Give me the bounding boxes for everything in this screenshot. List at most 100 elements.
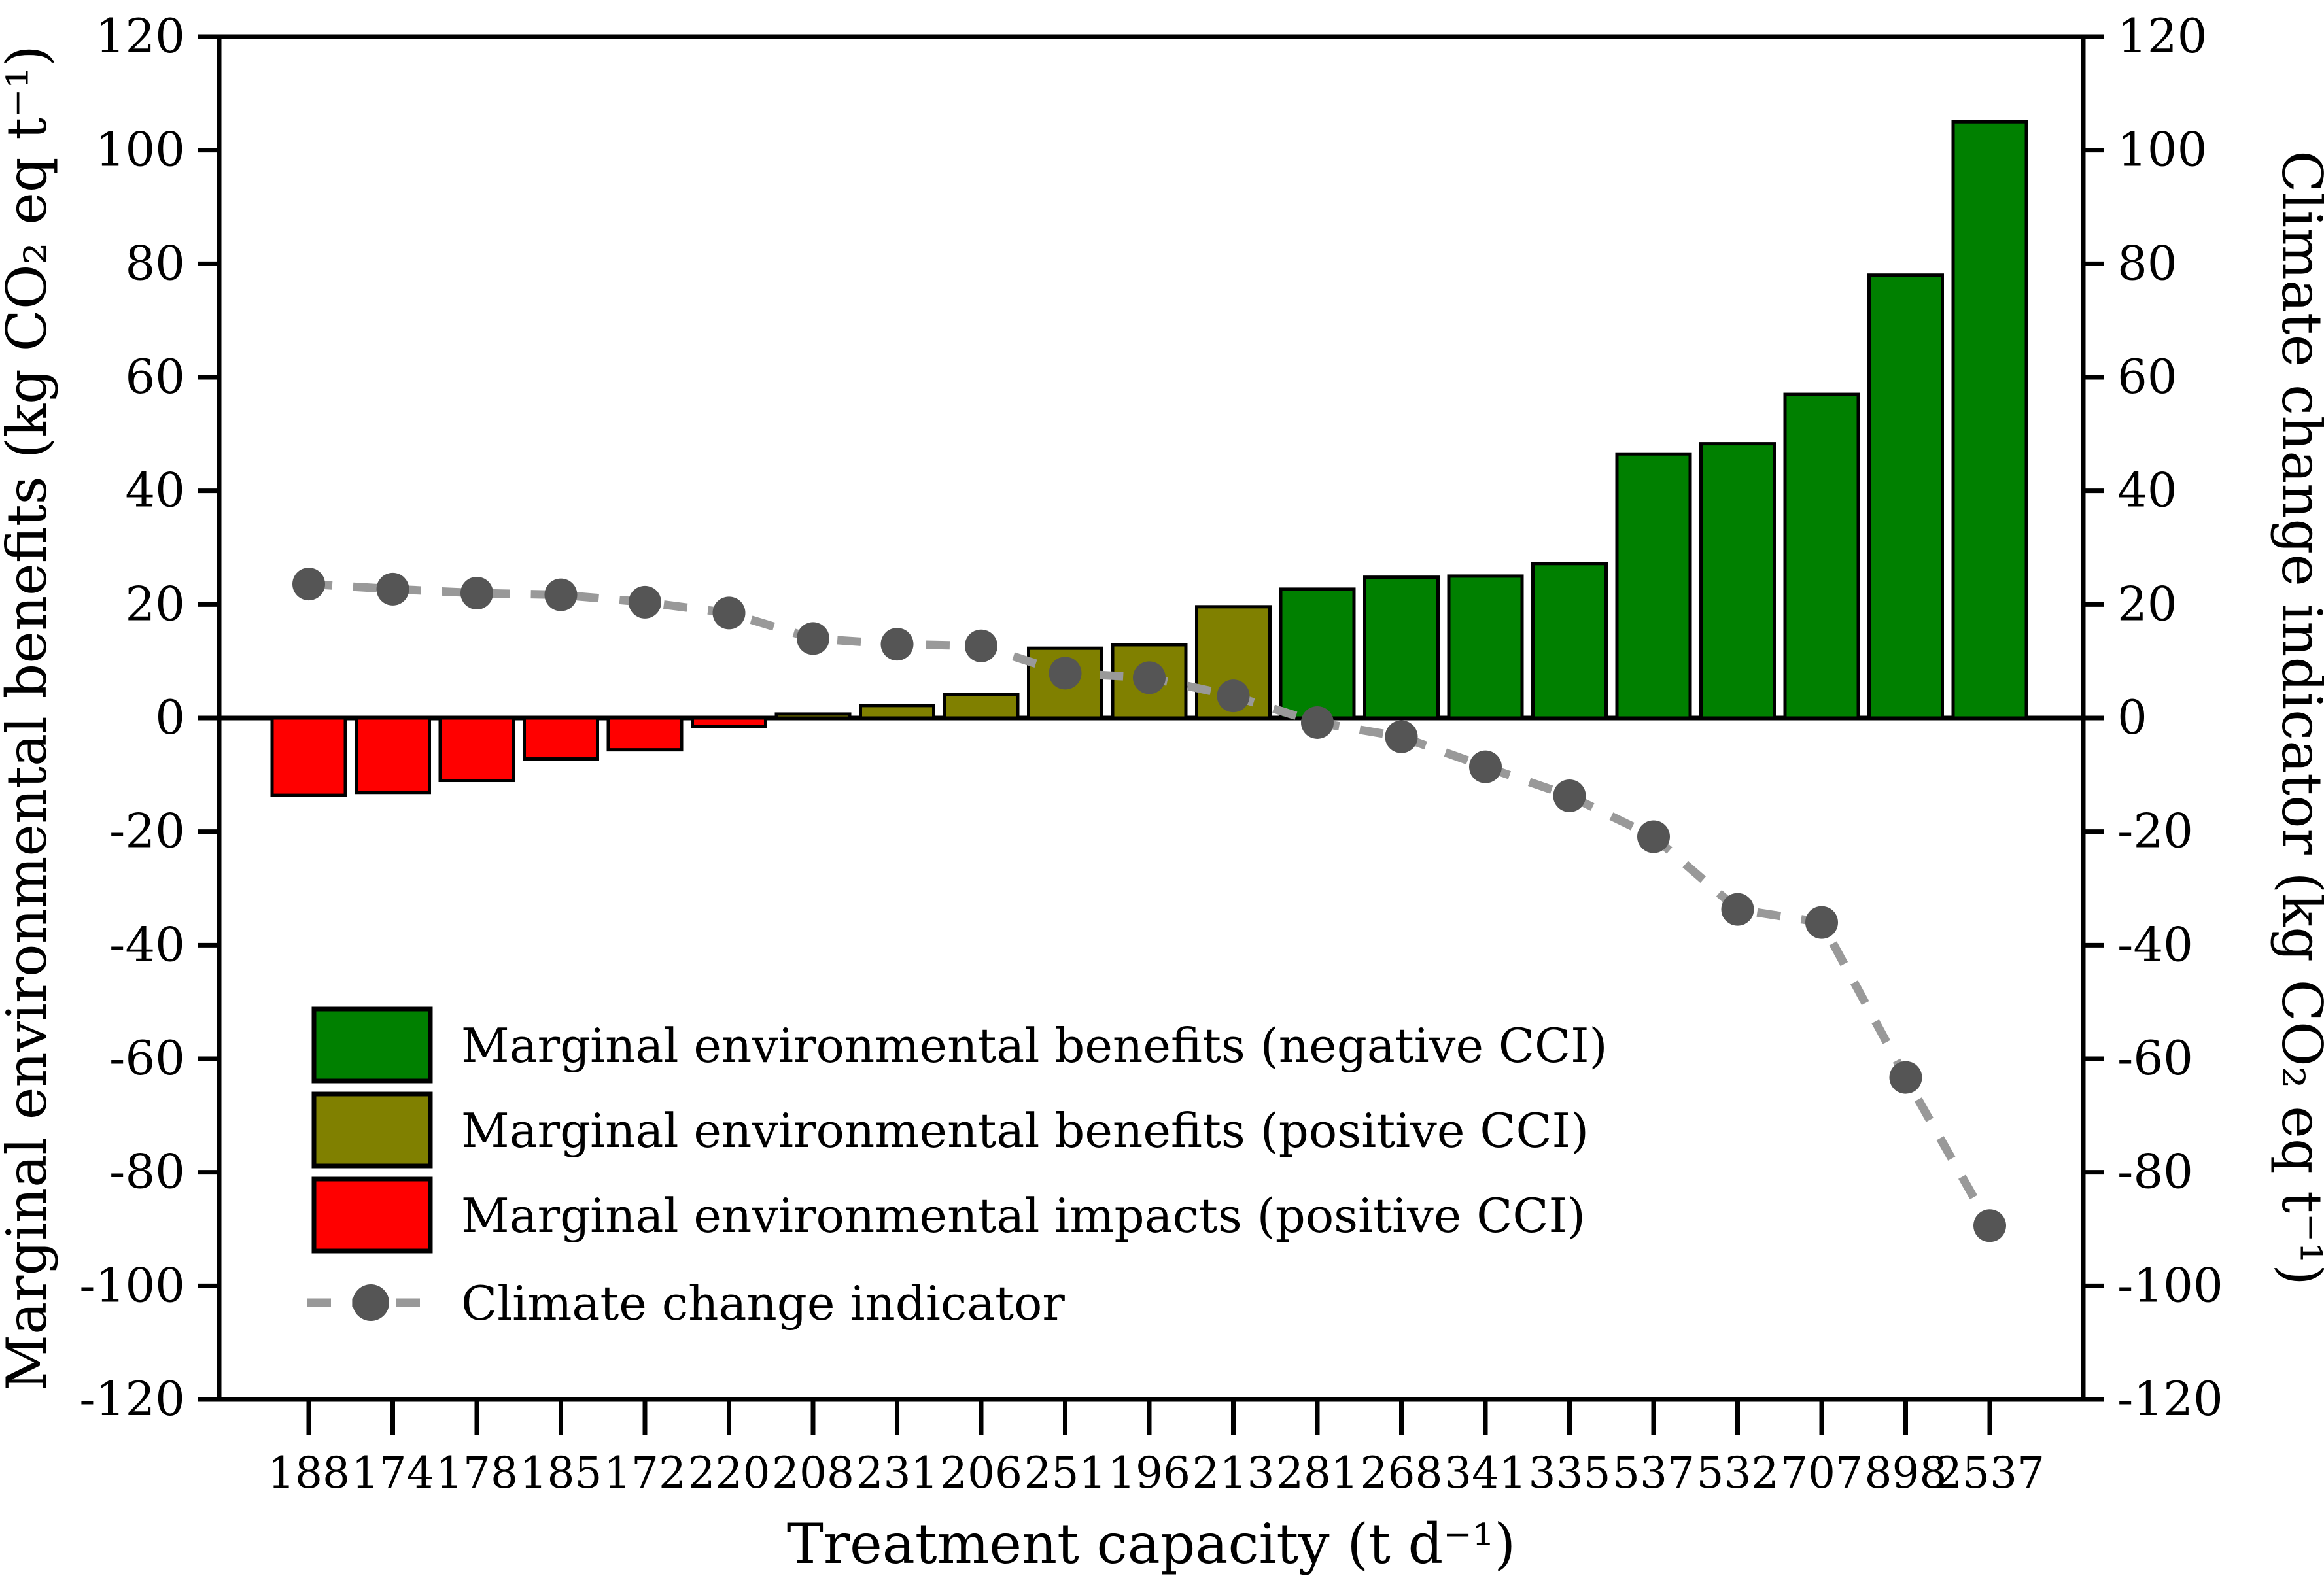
bar-185 — [523, 716, 599, 761]
bar-206 — [943, 693, 1020, 720]
x-tick-label: 2537 — [1935, 1448, 2045, 1498]
cci-points — [292, 568, 2006, 1242]
left-axis-title: Marginal environmental benefits (kg CO₂ … — [0, 45, 59, 1391]
x-tick-label: 220 — [688, 1448, 771, 1498]
left-tick-label: -120 — [79, 1371, 185, 1426]
bar-178 — [438, 716, 515, 783]
bar-898 — [1867, 273, 1944, 720]
right-tick-label: 60 — [2117, 349, 2177, 404]
x-tick-label: 213 — [1192, 1448, 1275, 1498]
x-tick-label: 532 — [1697, 1448, 1779, 1498]
left-tick-label: 100 — [95, 122, 185, 177]
right-tick-label: -40 — [2117, 917, 2193, 972]
left-tick-label: -80 — [109, 1144, 185, 1199]
x-axis-title: Treatment capacity (t d⁻¹) — [787, 1512, 1516, 1576]
x-tick-label: 174 — [352, 1448, 434, 1498]
cci-point-268 — [1385, 720, 1418, 753]
x-tick-label: 281 — [1276, 1448, 1359, 1498]
cci-point-185 — [544, 578, 578, 611]
cci-point-281 — [1301, 706, 1334, 739]
bar-281 — [1279, 587, 1356, 720]
cci-point-213 — [1217, 679, 1250, 713]
left-tick-label: -60 — [109, 1031, 185, 1086]
cci-point-707 — [1805, 906, 1838, 939]
cci-point-188 — [292, 568, 325, 601]
bar-208 — [774, 712, 852, 720]
legend-swatch-impact — [311, 1176, 433, 1254]
cci-point-335 — [1553, 779, 1586, 812]
cci-point-251 — [1049, 657, 1082, 690]
cci-point-178 — [460, 576, 493, 609]
cci-point-206 — [965, 629, 997, 662]
bar-537 — [1615, 452, 1692, 720]
bar-707 — [1783, 392, 1860, 720]
x-tick-label: 208 — [772, 1448, 854, 1498]
x-tick-label: 231 — [856, 1448, 939, 1498]
legend: Marginal environmental benefits (negativ… — [307, 1006, 1608, 1331]
bar-341 — [1447, 574, 1524, 720]
x-tick-label: 206 — [940, 1448, 1022, 1498]
bar-188 — [270, 716, 347, 797]
x-tick-label: 251 — [1024, 1448, 1107, 1498]
right-tick-label: -120 — [2117, 1371, 2223, 1426]
right-tick-label: -60 — [2117, 1031, 2193, 1086]
cci-point-174 — [376, 572, 409, 606]
bar-220 — [691, 716, 767, 728]
x-tick-label: 341 — [1444, 1448, 1527, 1498]
right-tick-label: 80 — [2117, 235, 2177, 290]
left-tick-label: 20 — [125, 576, 185, 631]
cci-point-537 — [1637, 820, 1670, 853]
legend-swatch-benefit_neg — [311, 1006, 433, 1084]
x-tick-label: 707 — [1780, 1448, 1863, 1498]
x-tick-label: 188 — [268, 1448, 350, 1498]
left-tick-label: -100 — [79, 1258, 185, 1312]
right-tick-label: 100 — [2117, 122, 2207, 177]
right-tick-label: 120 — [2117, 9, 2207, 63]
right-tick-label: 20 — [2117, 576, 2177, 631]
right-axis-title: Climate change indicator (kg CO₂ eq t⁻¹) — [2270, 150, 2324, 1286]
bar-268 — [1363, 575, 1440, 720]
cci-point-220 — [712, 596, 746, 630]
axis-ticks: 120 100 80 60 40 20 0 -20 -40 -60 -80 -100 -120 120 10… — [79, 9, 2223, 1426]
x-tick-label: 172 — [604, 1448, 686, 1498]
x-tick-label: 178 — [436, 1448, 518, 1498]
x-tick-label: 898 — [1865, 1448, 1947, 1498]
right-tick-label: -20 — [2117, 804, 2193, 859]
bar-231 — [859, 704, 935, 720]
cci-point-341 — [1469, 750, 1502, 783]
cci-point-196 — [1133, 661, 1166, 694]
x-tick-label: 196 — [1108, 1448, 1190, 1498]
legend-dot — [353, 1284, 389, 1321]
legend-label: Marginal environmental benefits (positiv… — [461, 1103, 1589, 1158]
left-tick-label: 0 — [155, 690, 185, 745]
left-tick-label: -20 — [109, 804, 185, 859]
x-axis: 188 174 178 185 172 220 208 231 206 251 196 213 281 2… — [268, 1399, 2045, 1498]
bar-174 — [355, 716, 431, 795]
left-tick-label: 40 — [125, 463, 185, 518]
x-tick-label: 185 — [520, 1448, 602, 1498]
left-tick-label: -40 — [109, 917, 185, 972]
cci-point-2537 — [1973, 1209, 2006, 1242]
bar-2537 — [1951, 120, 2028, 720]
legend-label: Marginal environmental impacts (positive… — [461, 1188, 1586, 1243]
bar-335 — [1531, 562, 1608, 720]
legend-swatch-benefit_pos — [311, 1091, 433, 1169]
left-tick-label: 80 — [125, 235, 185, 290]
legend-label: Climate change indicator — [461, 1276, 1065, 1331]
right-tick-label: -80 — [2117, 1144, 2193, 1199]
bar-532 — [1699, 442, 1776, 720]
right-tick-label: -100 — [2117, 1258, 2223, 1312]
x-tick-label: 335 — [1529, 1448, 1611, 1498]
cci-point-532 — [1721, 893, 1754, 926]
cci-point-208 — [797, 622, 829, 655]
x-tick-label: 537 — [1612, 1448, 1695, 1498]
cci-point-172 — [629, 585, 661, 619]
legend-label: Marginal environmental benefits (negativ… — [461, 1018, 1608, 1073]
left-tick-label: 120 — [95, 9, 185, 63]
left-tick-label: 60 — [125, 349, 185, 404]
cci-point-898 — [1889, 1061, 1922, 1094]
bar-172 — [606, 716, 684, 752]
right-tick-label: 0 — [2117, 690, 2147, 745]
